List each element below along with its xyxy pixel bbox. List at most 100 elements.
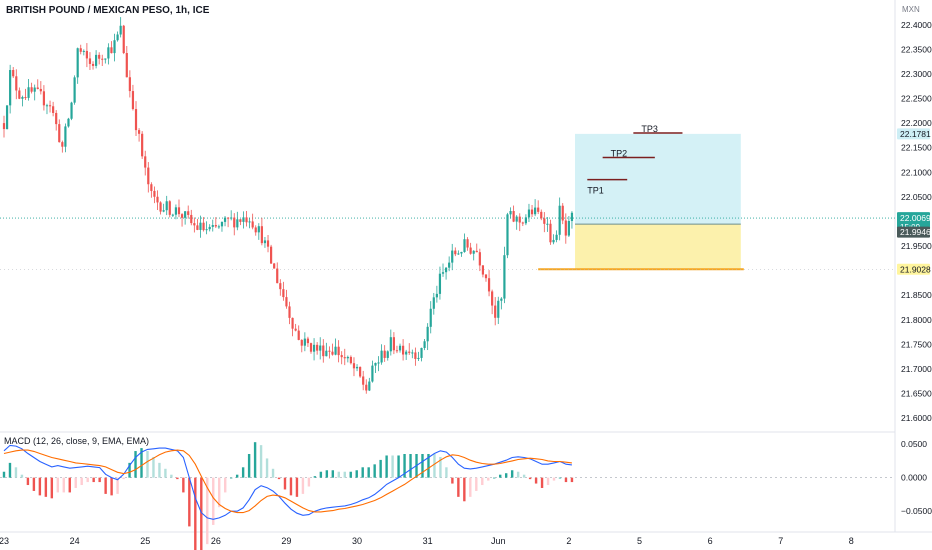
x-tick-label: 29	[281, 536, 291, 546]
macd-hist-bar	[38, 477, 42, 496]
macd-hist-bar	[558, 477, 562, 479]
macd-hist-bar	[253, 442, 257, 478]
candle	[343, 357, 346, 359]
candle	[113, 40, 116, 54]
candle	[521, 222, 524, 224]
candle	[227, 217, 230, 219]
candle	[168, 201, 171, 215]
candle	[131, 91, 135, 110]
candle	[408, 351, 411, 353]
macd-hist-bar	[152, 456, 155, 478]
candle	[156, 196, 159, 203]
macd-hist-bar	[451, 477, 454, 484]
candle	[371, 365, 374, 382]
macd-hist-bar	[241, 467, 245, 478]
candle	[144, 156, 147, 168]
candle	[429, 308, 432, 327]
candle	[555, 234, 558, 240]
macd-hist-bar	[373, 464, 376, 478]
candle	[380, 350, 383, 363]
candle	[564, 220, 567, 236]
candle	[417, 357, 420, 359]
target-price-badge: 22.1781	[900, 129, 931, 139]
candle	[534, 207, 537, 215]
candle	[196, 225, 199, 230]
macd-hist-bar	[116, 477, 119, 494]
x-tick-label: 31	[423, 536, 433, 546]
candle	[266, 240, 270, 247]
x-tick-label: 5	[637, 536, 642, 546]
candle	[91, 63, 95, 66]
candle	[171, 214, 174, 216]
candle	[316, 344, 319, 351]
candle	[294, 328, 297, 331]
macd-hist-bar	[247, 454, 251, 478]
macd-hist-bar	[391, 455, 394, 478]
macd-hist-bar	[385, 455, 388, 478]
macd-hist-bar	[319, 471, 323, 478]
x-tick-label: 8	[849, 536, 854, 546]
candle	[411, 352, 414, 354]
candle	[328, 350, 331, 352]
y-tick-label: 22.3500	[901, 44, 932, 54]
macd-hist-bar	[104, 477, 107, 494]
macd-hist-bar	[206, 477, 209, 545]
macd-hist-bar	[289, 477, 293, 496]
candle	[27, 87, 30, 98]
candle	[85, 50, 88, 59]
macd-hist-bar	[493, 477, 496, 479]
macd-hist-bar	[44, 477, 48, 497]
y-tick-label: 21.7000	[901, 364, 932, 374]
macd-hist-bar	[74, 477, 77, 488]
candle	[21, 97, 24, 99]
macd-hist-bar	[313, 476, 317, 478]
macd-hist-bar	[188, 477, 191, 527]
macd-hist-bar	[510, 470, 514, 478]
candle	[515, 216, 518, 222]
candle	[441, 272, 445, 274]
candle	[494, 305, 497, 318]
candle	[426, 326, 429, 342]
x-tick-label: 30	[352, 536, 362, 546]
macd-hist-bar	[68, 477, 71, 493]
candle	[570, 212, 574, 221]
candle	[141, 133, 144, 157]
candle	[67, 118, 70, 127]
candle	[33, 87, 36, 92]
candle	[230, 217, 233, 219]
macd-hist-bar	[534, 477, 538, 484]
candle	[239, 219, 242, 222]
stop-price-badge-bg	[897, 263, 930, 275]
chart-title: BRITISH POUND / MEXICAN PESO, 1h, ICE	[6, 5, 210, 16]
macd-hist-bar	[361, 467, 364, 478]
candle	[98, 54, 101, 59]
candle	[177, 207, 181, 215]
candle	[303, 338, 306, 346]
candle	[500, 298, 503, 301]
candle	[497, 300, 500, 318]
macd-hist-bar	[570, 477, 574, 483]
x-tick-label: 25	[140, 536, 150, 546]
candle	[460, 251, 463, 254]
candle	[260, 226, 263, 244]
candle	[527, 209, 531, 218]
candle	[254, 227, 257, 233]
macd-hist-bar	[487, 477, 490, 481]
candle	[463, 239, 466, 252]
macd-hist-bar	[20, 474, 24, 478]
candle	[208, 226, 211, 230]
candle	[362, 376, 365, 385]
candle	[282, 289, 285, 298]
macd-hist-bar	[403, 454, 406, 478]
signal-line	[3, 449, 572, 514]
macd-hist-bar	[445, 467, 448, 478]
macd-hist-bar	[2, 471, 6, 478]
macd-hist-bar	[32, 477, 36, 491]
macd-hist-bar	[439, 456, 442, 478]
candle	[355, 366, 359, 369]
candle	[435, 293, 438, 298]
loss-zone	[575, 224, 741, 270]
candle	[285, 297, 288, 307]
candle	[12, 70, 15, 77]
